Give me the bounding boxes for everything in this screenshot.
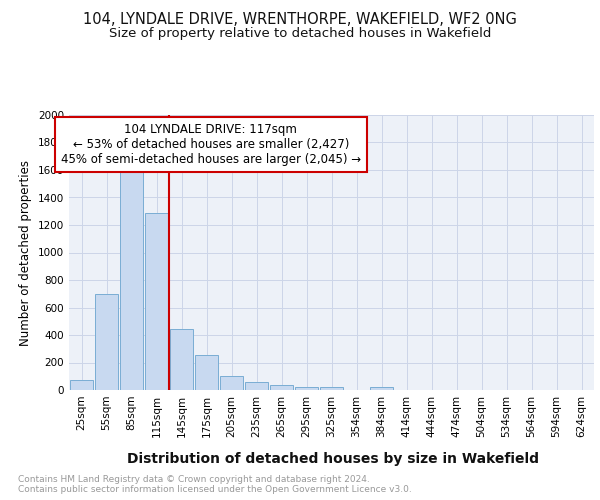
Bar — [95, 294, 118, 390]
Bar — [220, 376, 243, 390]
Bar — [270, 385, 293, 390]
Bar — [70, 380, 93, 390]
Text: 104 LYNDALE DRIVE: 117sqm
← 53% of detached houses are smaller (2,427)
45% of se: 104 LYNDALE DRIVE: 117sqm ← 53% of detac… — [61, 123, 361, 166]
Y-axis label: Number of detached properties: Number of detached properties — [19, 160, 32, 346]
Bar — [170, 329, 193, 390]
Bar — [295, 386, 318, 390]
Bar — [245, 382, 268, 390]
Bar — [195, 355, 218, 390]
Text: Size of property relative to detached houses in Wakefield: Size of property relative to detached ho… — [109, 28, 491, 40]
Text: Distribution of detached houses by size in Wakefield: Distribution of detached houses by size … — [127, 452, 539, 466]
Text: Contains HM Land Registry data © Crown copyright and database right 2024.
Contai: Contains HM Land Registry data © Crown c… — [18, 475, 412, 494]
Bar — [320, 387, 343, 390]
Bar — [145, 214, 168, 390]
Bar — [120, 165, 143, 390]
Text: 104, LYNDALE DRIVE, WRENTHORPE, WAKEFIELD, WF2 0NG: 104, LYNDALE DRIVE, WRENTHORPE, WAKEFIEL… — [83, 12, 517, 28]
Bar — [370, 387, 393, 390]
